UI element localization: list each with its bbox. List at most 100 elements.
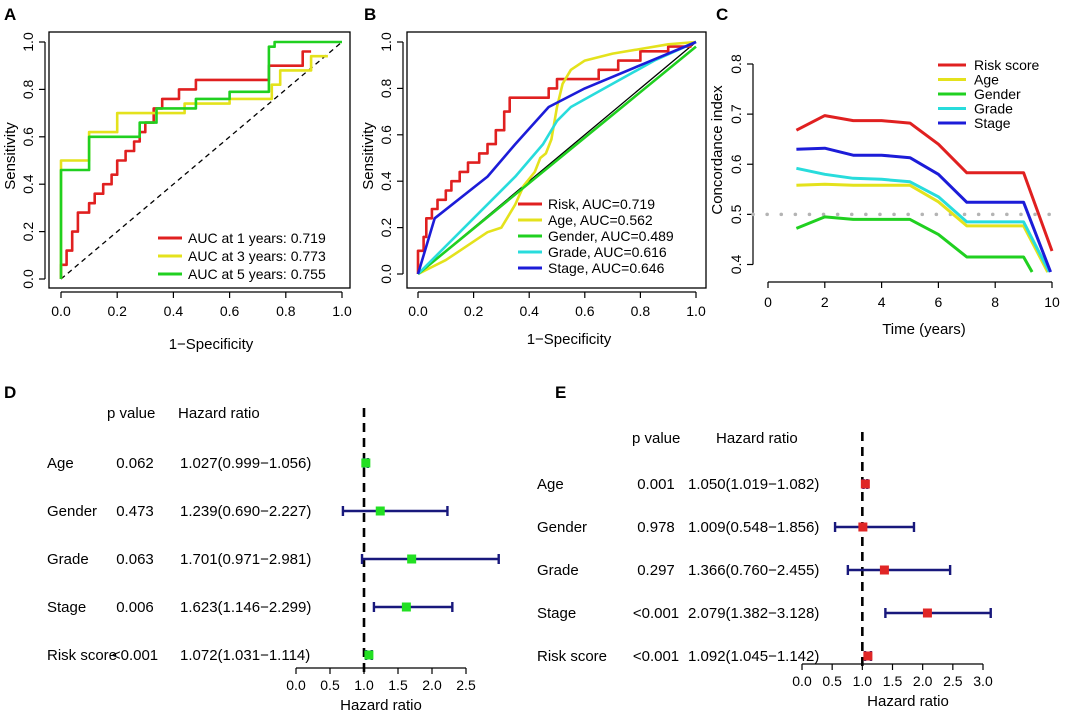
x-tick-label: 0.2 xyxy=(107,303,127,319)
roc-plot-a: 0.0 0.2 0.4 0.6 0.8 1.0 0.0 0.2 0.4 0.6 0.8 1.0 AUC … xyxy=(20,32,352,319)
plot-frame-b xyxy=(406,31,707,289)
row-hazard-ratio: 1.027(0.999−1.056) xyxy=(180,455,311,472)
y-tick-label: 0.8 xyxy=(728,54,744,74)
legend-label: Grade, AUC=0.616 xyxy=(548,244,667,260)
roc-curve xyxy=(416,40,697,275)
panel-label-d: D xyxy=(4,383,16,402)
row-label: Risk score xyxy=(537,648,607,665)
hr-marker xyxy=(922,608,932,618)
legend-label: Grade xyxy=(974,101,1013,117)
legend-label: AUC at 3 years: 0.773 xyxy=(188,248,326,264)
x-axis-label-c: Time (years) xyxy=(882,321,966,338)
roc-curve xyxy=(416,42,692,274)
row-label: Age xyxy=(537,476,564,493)
x-axis-label-e: Hazard ratio xyxy=(867,693,949,710)
x-tick-label: 2.5 xyxy=(943,673,963,689)
c-index-line xyxy=(796,166,1051,273)
row-p-value: 0.062 xyxy=(116,455,154,472)
x-tick-label: 3.0 xyxy=(973,673,993,689)
row-label: Stage xyxy=(47,599,86,616)
legend-label: Gender xyxy=(974,86,1021,102)
x-tick-label: 1.5 xyxy=(388,677,408,693)
legend-label: Stage, AUC=0.646 xyxy=(548,260,665,276)
y-tick-label: 0.6 xyxy=(378,125,394,145)
x-tick-label: 0.0 xyxy=(51,303,71,319)
panel-label-b: B xyxy=(364,5,376,24)
header-p-value-e: p value xyxy=(632,430,680,447)
roc-curve xyxy=(59,40,342,279)
row-label: Gender xyxy=(47,503,97,520)
x-tick-label: 0.5 xyxy=(320,677,340,693)
hr-marker xyxy=(858,522,868,532)
x-axis-label-b: 1−Specificity xyxy=(527,331,612,348)
roc-curve xyxy=(417,40,697,275)
header-hazard-ratio-d: Hazard ratio xyxy=(178,405,260,422)
x-tick-label: 2.0 xyxy=(913,673,933,689)
y-tick-label: 0.2 xyxy=(20,222,36,242)
x-tick-label: 6 xyxy=(935,294,943,310)
y-tick-label: 0.0 xyxy=(378,264,394,284)
x-tick-label: 0.8 xyxy=(276,303,296,319)
legend-label: Stage xyxy=(974,115,1011,131)
x-tick-label: 2 xyxy=(821,294,829,310)
row-p-value: <0.001 xyxy=(112,647,158,664)
y-tick-label: 1.0 xyxy=(378,32,394,52)
row-label: Grade xyxy=(47,551,89,568)
row-hazard-ratio: 1.050(1.019−1.082) xyxy=(688,476,819,493)
roc-curve xyxy=(417,40,697,276)
x-tick-label: 10 xyxy=(1044,294,1060,310)
x-tick-label: 2.0 xyxy=(422,677,442,693)
x-tick-label: 0.4 xyxy=(519,303,539,319)
row-label: Age xyxy=(47,455,74,472)
y-tick-label: 0.8 xyxy=(378,78,394,98)
x-tick-label: 0.0 xyxy=(408,303,428,319)
hr-marker xyxy=(401,602,411,612)
roc-plot-b: 0.0 0.2 0.4 0.6 0.8 1.0 0.0 0.2 0.4 0.6 0.8 1.0 Risk… xyxy=(378,32,706,319)
y-tick-label: 0.6 xyxy=(728,154,744,174)
x-tick-label: 1.0 xyxy=(354,677,374,693)
row-p-value: 0.001 xyxy=(637,476,675,493)
row-p-value: 0.063 xyxy=(116,551,154,568)
y-tick-label: 0.4 xyxy=(728,255,744,275)
row-hazard-ratio: 1.239(0.690−2.227) xyxy=(180,503,311,520)
panel-e: E p value Hazard ratio Age 0.001 1.050(1.0… xyxy=(537,383,993,710)
row-label: Risk score xyxy=(47,647,117,664)
hr-marker xyxy=(879,565,889,575)
roc-curve xyxy=(59,50,312,279)
y-tick-label: 0.4 xyxy=(378,171,394,191)
row-hazard-ratio: 1.009(0.548−1.856) xyxy=(688,519,819,536)
x-tick-label: 0.2 xyxy=(464,303,484,319)
panel-label-e: E xyxy=(555,383,566,402)
x-tick-label: 8 xyxy=(991,294,999,310)
hr-marker xyxy=(407,554,417,564)
x-tick-label: 1.0 xyxy=(332,303,352,319)
panel-c: C 0 2 4 6 8 10 0.4 0.5 0.6 0.7 0.8 Risk scoreAgeGen… xyxy=(709,5,1064,338)
row-hazard-ratio: 1.092(1.045−1.142) xyxy=(688,648,819,665)
row-p-value: <0.001 xyxy=(633,605,679,622)
x-tick-label: 0 xyxy=(764,294,772,310)
x-tick-label: 0.0 xyxy=(286,677,306,693)
row-hazard-ratio: 2.079(1.382−3.128) xyxy=(688,605,819,622)
row-label: Grade xyxy=(537,562,579,579)
plot-frame-a xyxy=(48,31,351,289)
x-tick-label: 0.8 xyxy=(631,303,651,319)
roc-curve xyxy=(417,45,697,276)
row-hazard-ratio: 1.366(0.760−2.455) xyxy=(688,562,819,579)
forest-plot-d: Age 0.062 1.027(0.999−1.056) Gender 0.473 1.2… xyxy=(47,408,500,693)
x-tick-label: 0.6 xyxy=(220,303,240,319)
row-hazard-ratio: 1.701(0.971−2.981) xyxy=(180,551,311,568)
c-index-line xyxy=(796,182,1050,273)
header-hazard-ratio-e: Hazard ratio xyxy=(716,430,798,447)
legend-label: Risk, AUC=0.719 xyxy=(548,196,655,212)
panel-label-c: C xyxy=(716,5,728,24)
row-p-value: 0.473 xyxy=(116,503,154,520)
legend-label: AUC at 1 years: 0.719 xyxy=(188,230,326,246)
hr-marker xyxy=(364,650,374,660)
x-tick-label: 1.0 xyxy=(686,303,706,319)
c-index-line xyxy=(795,114,1054,252)
x-tick-label: 0.4 xyxy=(164,303,184,319)
header-p-value-d: p value xyxy=(107,405,155,422)
legend-label: Risk score xyxy=(974,57,1040,73)
y-axis-label-c: Concordance index xyxy=(709,85,726,215)
